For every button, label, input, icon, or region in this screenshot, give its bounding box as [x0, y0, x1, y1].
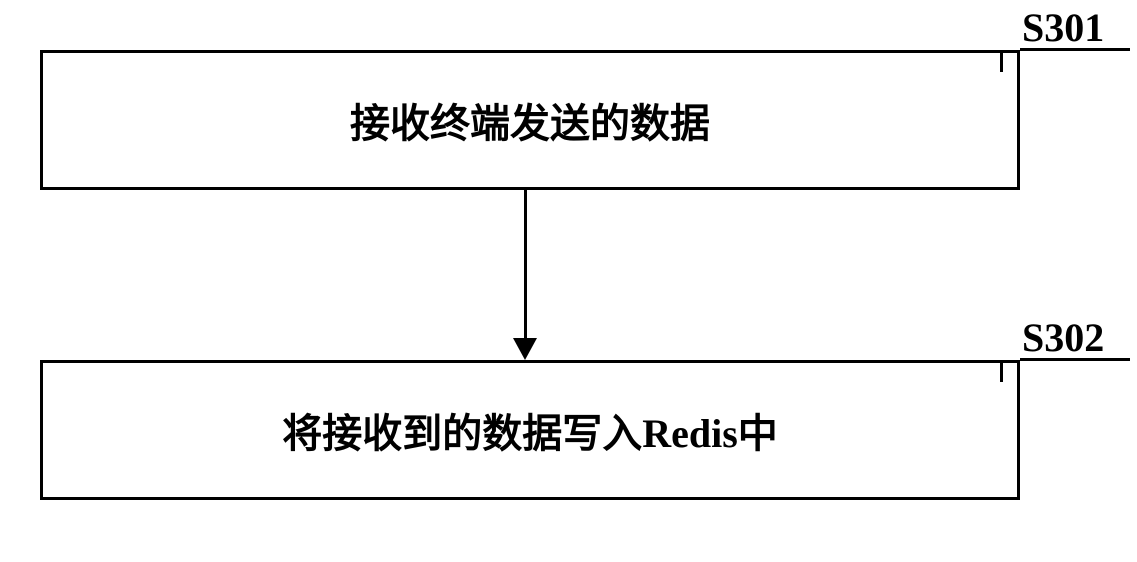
arrow-s301-to-s302-head: [513, 338, 537, 360]
step-box-s302: 将接收到的数据写入Redis中: [40, 360, 1020, 500]
step-label-s302: S302: [1020, 318, 1130, 361]
flowchart-canvas: S301 接收终端发送的数据 S302 将接收到的数据写入Redis中: [0, 0, 1137, 562]
arrow-s301-to-s302-line: [524, 190, 527, 338]
step-box-s301-text: 接收终端发送的数据: [350, 91, 710, 149]
step-box-s301: 接收终端发送的数据: [40, 50, 1020, 190]
step-box-s302-text: 将接收到的数据写入Redis中: [282, 401, 778, 459]
step-label-s301: S301: [1020, 8, 1130, 51]
